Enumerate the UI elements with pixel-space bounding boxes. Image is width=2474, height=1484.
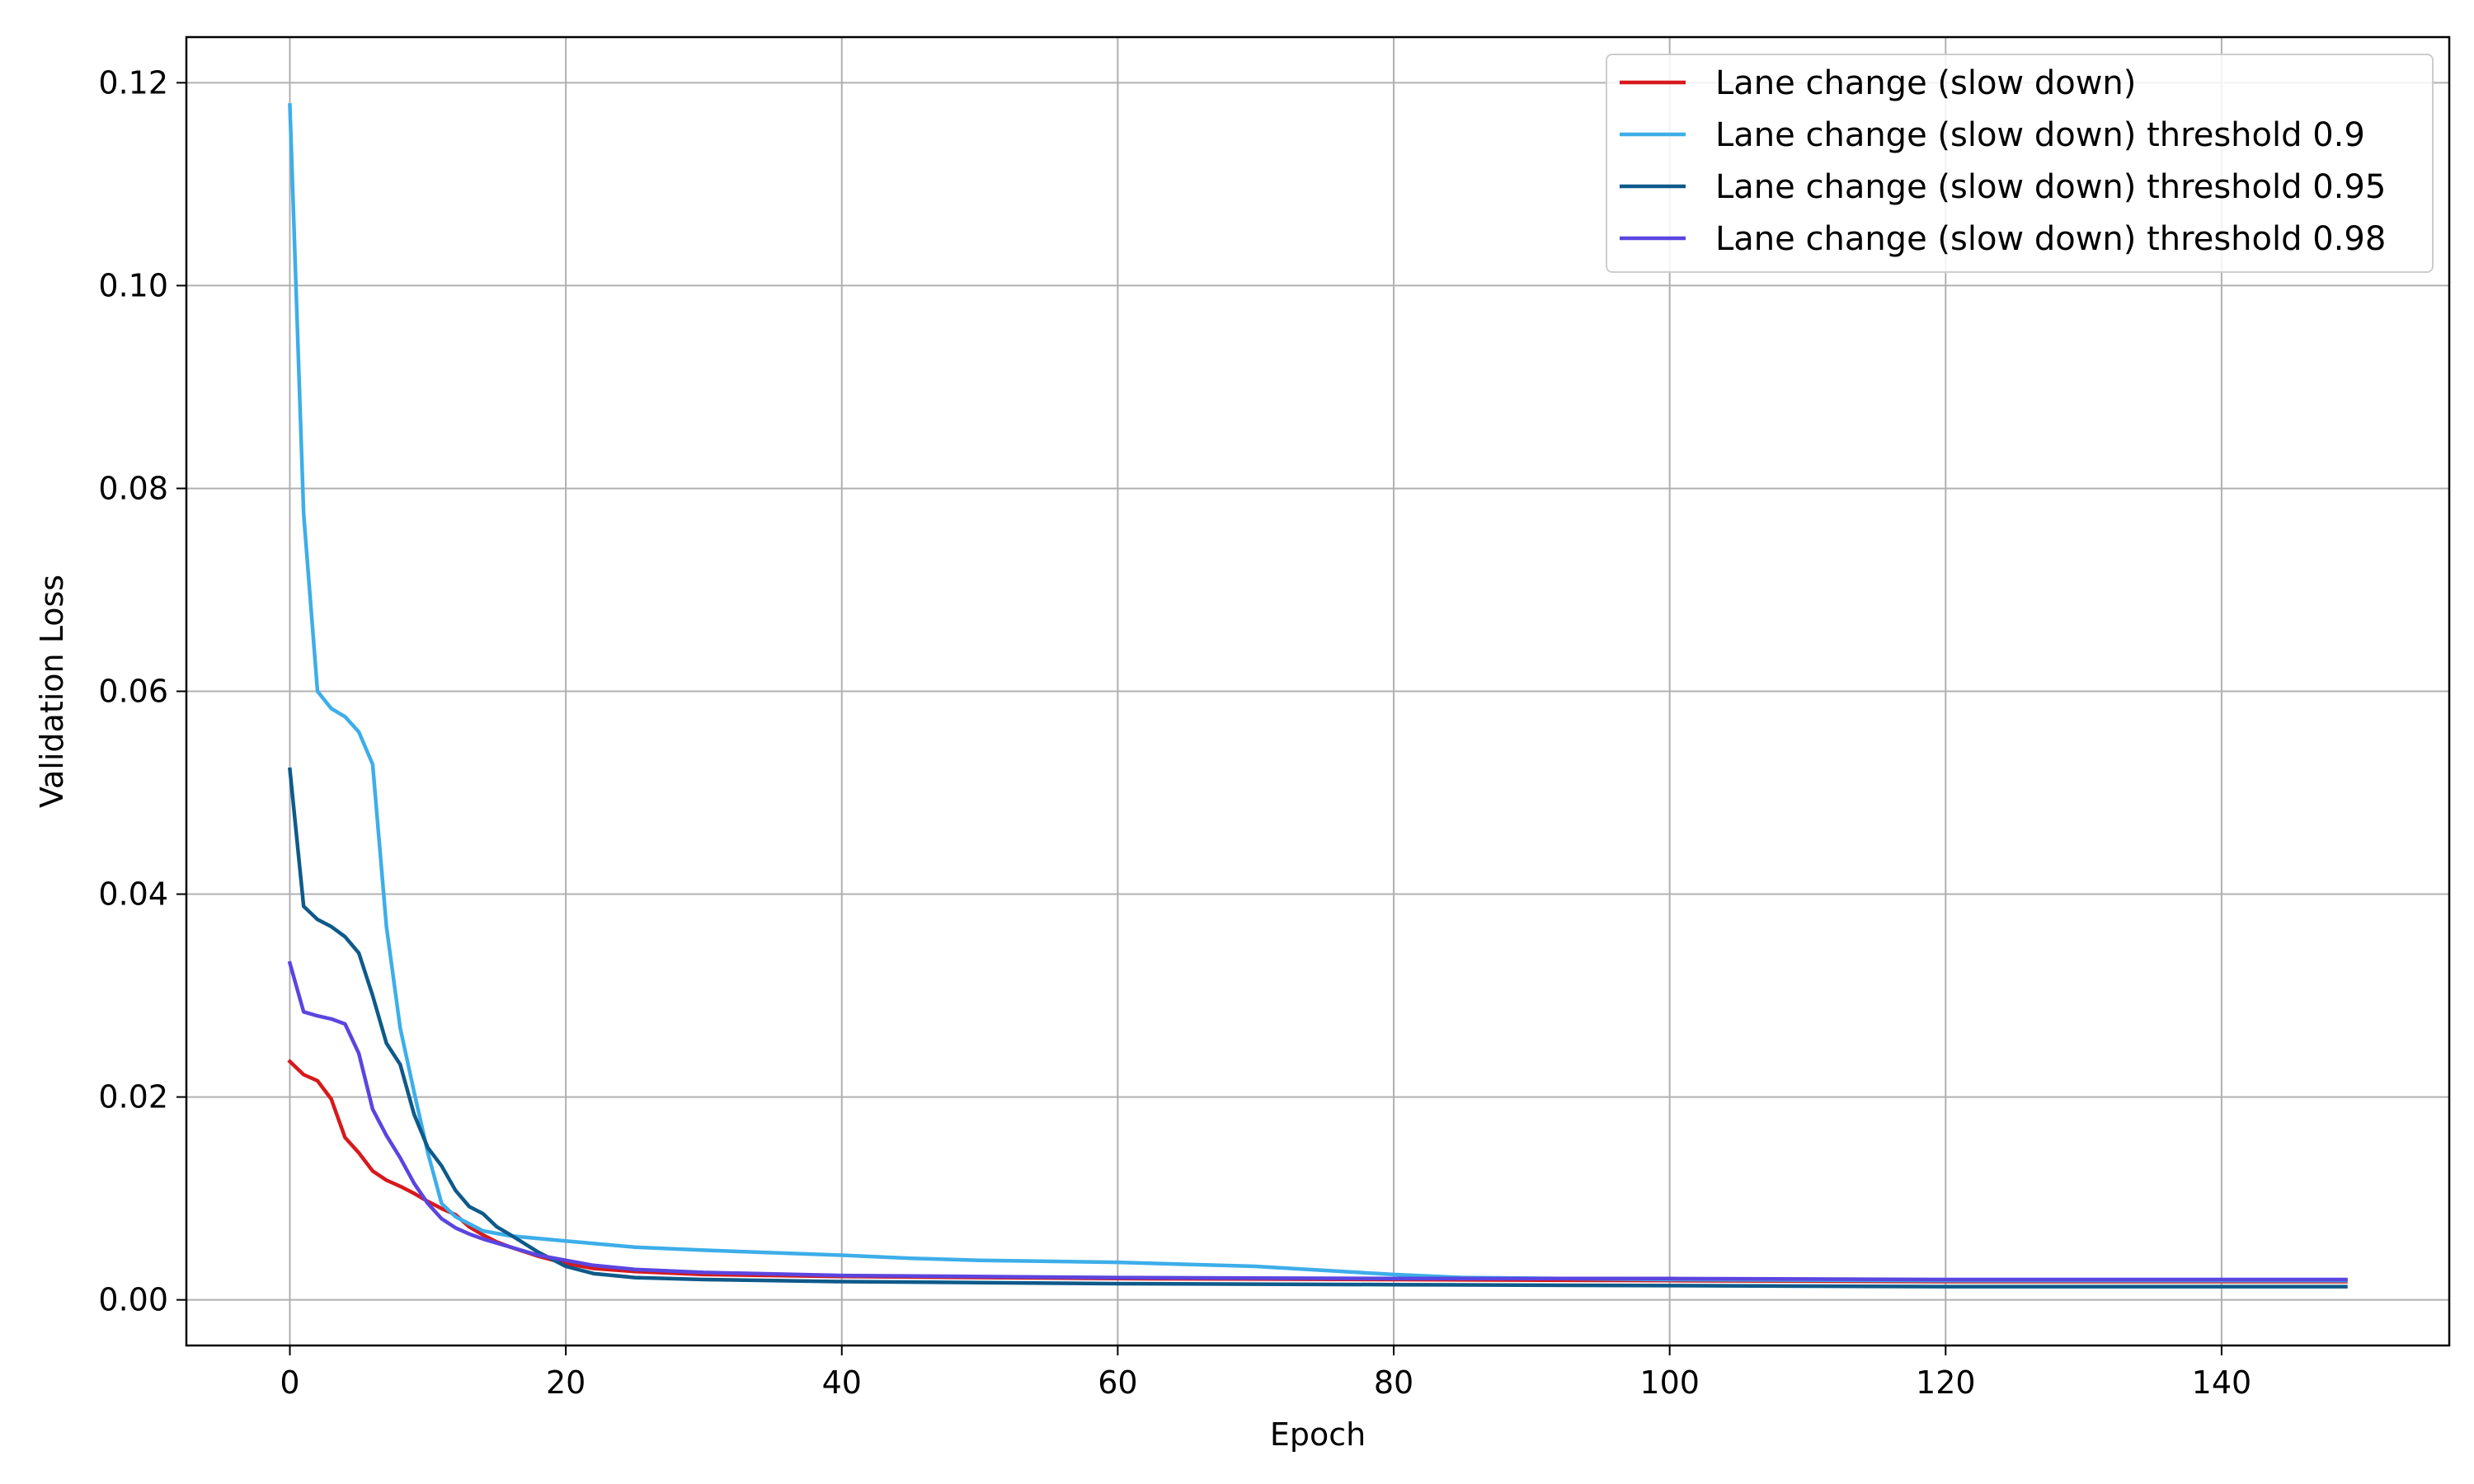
series-line-2 xyxy=(288,103,2348,1283)
x-tick-label: 120 xyxy=(1916,1364,1976,1401)
x-tick-label: 100 xyxy=(1639,1364,1700,1401)
y-axis-title: Validation Loss xyxy=(34,575,70,808)
y-tick-label: 0.08 xyxy=(98,470,168,506)
x-tick-label: 140 xyxy=(2192,1364,2252,1401)
y-tick-label: 0.10 xyxy=(98,267,168,303)
legend-box xyxy=(1606,54,2434,273)
y-tick-label: 0.02 xyxy=(98,1079,168,1115)
y-tick-label: 0.00 xyxy=(98,1282,168,1318)
plot-lines xyxy=(287,103,2348,1289)
y-tick-label: 0.12 xyxy=(98,64,168,101)
legend-label: Lane change (slow down) xyxy=(1715,64,2136,102)
legend: Lane change (slow down) Lane change (slow… xyxy=(1606,54,2434,273)
x-tick-label: 20 xyxy=(546,1364,586,1401)
x-tick-label: 80 xyxy=(1374,1364,1413,1401)
axis-ticks: 0 20 40 60 80 100 120 140 0.00 0.02 0.04 0.06 0.08 0.… xyxy=(98,64,2251,1401)
x-tick-label: 60 xyxy=(1098,1364,1137,1401)
series-line-3 xyxy=(288,767,2348,1289)
x-tick-label: 40 xyxy=(822,1364,862,1401)
x-tick-label: 0 xyxy=(280,1364,299,1401)
legend-label: Lane change (slow down) threshold 0.9 xyxy=(1715,116,2365,154)
y-tick-label: 0.04 xyxy=(98,876,168,913)
legend-label: Lane change (slow down) threshold 0.95 xyxy=(1715,168,2386,206)
legend-label: Lane change (slow down) threshold 0.98 xyxy=(1715,220,2386,258)
x-axis-title: Epoch xyxy=(1270,1416,1366,1453)
series-line-4 xyxy=(287,960,2348,1282)
y-tick-label: 0.06 xyxy=(98,674,168,710)
